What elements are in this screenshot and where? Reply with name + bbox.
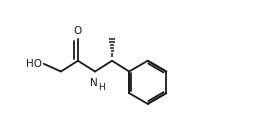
Text: H: H [98,83,105,92]
Text: N: N [89,78,97,88]
Text: HO: HO [26,59,42,69]
Text: O: O [74,26,82,36]
